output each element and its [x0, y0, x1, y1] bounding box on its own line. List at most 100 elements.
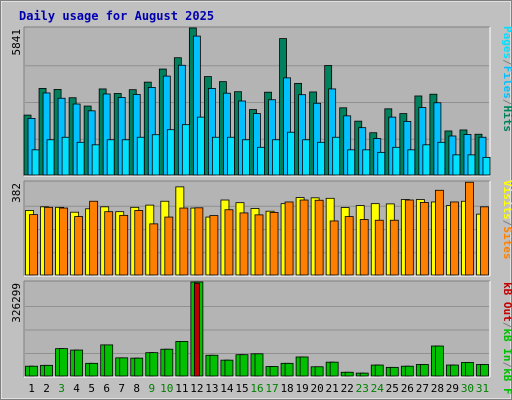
bar-files — [253, 113, 261, 176]
x-tick-label: 28 — [431, 382, 444, 395]
bar-files — [223, 92, 231, 176]
bar-pages — [61, 136, 70, 176]
bar-files — [102, 93, 111, 176]
bar-sites — [359, 219, 369, 276]
bar-files — [343, 115, 352, 176]
x-tick-label: 2 — [43, 382, 50, 395]
bar-sites — [29, 214, 38, 276]
bar-files — [238, 100, 246, 176]
legend-sep: / — [501, 220, 512, 227]
bar-pages — [392, 146, 401, 176]
bar-files — [27, 117, 36, 176]
bar-sites — [149, 223, 159, 276]
bar-sites — [194, 207, 204, 276]
bar-kb-in — [164, 348, 174, 377]
bar-kb-in — [29, 365, 38, 377]
bar-pages — [467, 154, 476, 176]
bar-pages — [212, 136, 220, 176]
bar-sites — [89, 200, 99, 276]
legend-kbin: kB In — [501, 328, 512, 361]
bar-sites — [314, 199, 324, 276]
x-tick-label: 6 — [103, 382, 110, 395]
x-tick-label: 30 — [461, 382, 474, 395]
bar-pages — [136, 136, 145, 176]
axis-max-label: 382 — [10, 183, 23, 203]
bar-files — [192, 35, 201, 176]
bar-kb-in — [374, 364, 384, 377]
bar-sites — [59, 207, 68, 276]
bar-kb-in — [480, 364, 489, 377]
x-tick-label: 4 — [73, 382, 80, 395]
bar-sites — [299, 199, 309, 276]
bar-kb-out — [193, 282, 200, 377]
bar-files — [418, 107, 427, 176]
bar-sites — [480, 206, 489, 276]
bar-pages — [242, 139, 250, 176]
bar-sites — [389, 219, 399, 276]
bar-pages — [317, 141, 326, 176]
legend-pages: Pages — [501, 26, 512, 59]
bar-kb-in — [179, 341, 189, 377]
x-tick-label: 24 — [371, 382, 385, 395]
bar-pages — [151, 134, 160, 176]
bar-sites — [254, 214, 264, 276]
legend-visits: Visits — [501, 180, 512, 220]
bar-files — [177, 64, 186, 176]
bar-files — [478, 136, 487, 176]
x-tick-label: 13 — [205, 382, 218, 395]
bar-kb-in — [149, 352, 159, 377]
bar-pages — [181, 124, 190, 176]
bar-kb-in — [239, 354, 249, 377]
bar-pages — [106, 139, 115, 176]
bar-files — [208, 88, 216, 176]
legend-bottom: kB Out/kB In/kB F — [501, 282, 512, 395]
bar-sites — [134, 210, 144, 276]
bar-kb-in — [254, 353, 264, 377]
x-tick-label: 23 — [356, 382, 369, 395]
legend-sites: Sites — [501, 226, 512, 259]
bar-pages — [422, 144, 431, 176]
bar-sites — [224, 209, 234, 276]
bar-files — [268, 99, 276, 176]
x-tick-label: 5 — [88, 382, 95, 395]
bar-kb-in — [434, 345, 444, 377]
bar-pages — [332, 136, 341, 176]
bar-pages — [31, 149, 40, 176]
bar-kb-in — [74, 349, 84, 377]
bar-pages — [287, 131, 295, 176]
x-tick-label: 3 — [58, 382, 65, 395]
bar-sites — [104, 211, 114, 276]
x-tick-label: 20 — [311, 382, 324, 395]
x-tick-label: 29 — [446, 382, 459, 395]
x-tick-label: 9 — [148, 382, 155, 395]
legend-sep: / — [501, 322, 512, 329]
bar-kb-in — [209, 354, 219, 377]
x-tick-label: 18 — [280, 382, 293, 395]
bar-kb-in — [59, 348, 68, 377]
x-tick-label: 25 — [386, 382, 399, 395]
bar-sites — [329, 220, 339, 276]
x-tick-label: 11 — [175, 382, 188, 395]
bar-files — [147, 87, 156, 176]
x-tick-label: 8 — [133, 382, 140, 395]
bar-kb-in — [134, 357, 144, 377]
bar-kb-in — [299, 356, 309, 377]
bar-files — [433, 102, 442, 176]
bar-pages — [76, 141, 85, 176]
bar-sites — [179, 207, 189, 276]
bar-kb-in — [269, 366, 279, 377]
bar-sites — [164, 216, 174, 276]
x-tick-label: 12 — [190, 382, 203, 395]
bar-pages — [482, 156, 491, 176]
bar-pages — [302, 139, 310, 176]
bar-sites — [284, 201, 294, 276]
bar-kb-in — [344, 371, 354, 377]
bar-sites — [465, 181, 474, 276]
legend-sep: / — [501, 362, 512, 369]
bar-files — [57, 97, 66, 176]
x-tick-label: 26 — [401, 382, 414, 395]
x-tick-label: 27 — [416, 382, 429, 395]
x-tick-label: 19 — [295, 382, 308, 395]
bar-sites — [374, 219, 384, 276]
